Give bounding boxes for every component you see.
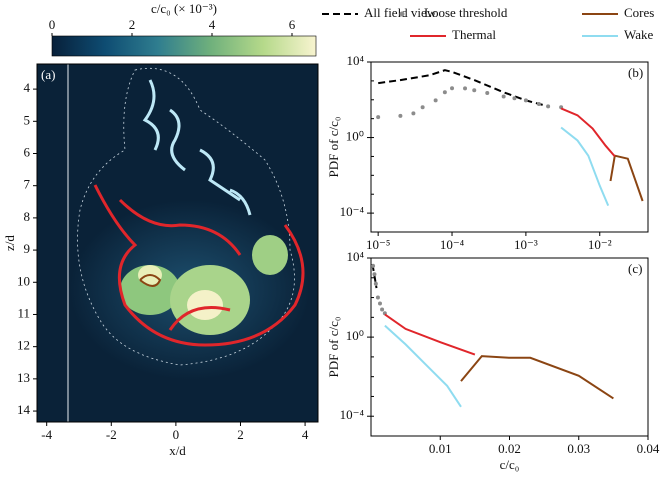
data-line	[460, 355, 614, 400]
y-tick-label: 12	[17, 338, 30, 353]
y-tick-label: 14	[17, 402, 31, 417]
colorbar-tick-label: 2	[129, 17, 136, 32]
data-point	[371, 263, 376, 268]
y-tick-label: 10⁴	[346, 53, 364, 68]
y-axis-label: PDF of c/c₀	[326, 117, 341, 178]
y-axis-label: z/d	[2, 235, 17, 251]
plot-frame	[370, 61, 649, 233]
legend-label: Thermal	[452, 27, 496, 42]
x-tick-label: -4	[41, 427, 52, 442]
data-point	[433, 98, 438, 103]
data-point	[485, 90, 490, 95]
x-tick-label: 10⁻⁴	[440, 237, 465, 252]
x-tick-label: 10⁻²	[588, 237, 612, 252]
x-tick-label: 10⁻⁵	[366, 237, 390, 252]
data-point	[372, 272, 377, 277]
data-point	[420, 105, 425, 110]
data-point	[450, 86, 455, 91]
data-point	[375, 295, 380, 300]
y-tick-label: 10⁰	[346, 328, 364, 343]
x-tick-label: 0.03	[567, 441, 590, 456]
data-point	[546, 104, 551, 109]
data-line	[560, 126, 610, 206]
data-line	[378, 69, 549, 108]
colorbar-tick-label: 0	[49, 17, 56, 32]
colorbar-tick-label: 4	[209, 17, 216, 32]
colorbar-tick-label: 6	[289, 17, 296, 32]
y-tick-label: 10⁻⁴	[340, 407, 365, 422]
data-point	[380, 307, 385, 312]
data-point	[442, 90, 447, 95]
y-tick-label: 7	[24, 177, 31, 192]
y-tick-label: 10	[17, 273, 30, 288]
y-tick-label: 10⁰	[346, 129, 364, 144]
y-tick-label: 8	[24, 209, 31, 224]
plot-frame	[36, 63, 319, 423]
field-image	[37, 64, 318, 422]
legend-swatch	[399, 11, 405, 17]
data-point	[501, 94, 506, 99]
legend-label: Cores	[624, 5, 654, 20]
data-point	[536, 101, 541, 106]
x-tick-label: 0.04	[637, 441, 660, 456]
y-tick-label: 11	[17, 305, 30, 320]
y-tick-label: 10⁻⁴	[340, 204, 365, 219]
y-axis-label: PDF of c/c₀	[326, 317, 341, 378]
panel-label: (c)	[628, 261, 642, 276]
x-tick-label: 4	[302, 427, 309, 442]
data-point	[463, 86, 468, 91]
x-axis-label: c/c₀	[500, 457, 520, 472]
plot-frame	[370, 257, 649, 437]
x-axis-label: x/d	[169, 443, 186, 458]
data-line	[609, 154, 644, 202]
x-tick-label: 0	[173, 427, 180, 442]
data-point	[472, 88, 477, 93]
data-line	[384, 324, 462, 408]
data-point	[378, 301, 383, 306]
y-tick-label: 10⁴	[346, 249, 364, 264]
x-tick-label: 0.01	[429, 441, 452, 456]
x-tick-label: 10⁻³	[514, 237, 538, 252]
y-tick-label: 13	[17, 370, 30, 385]
y-tick-label: 5	[24, 112, 31, 127]
data-point	[512, 96, 517, 101]
panel-label: (b)	[628, 65, 643, 80]
data-point	[411, 111, 416, 116]
y-tick-label: 4	[24, 80, 31, 95]
data-line	[560, 107, 616, 158]
data-point	[373, 281, 378, 286]
data-line	[384, 313, 476, 356]
legend-label: Loose threshold	[424, 5, 508, 20]
colorbar-label: c/c₀ (× 10⁻³)	[151, 1, 217, 16]
y-tick-label: 6	[24, 144, 31, 159]
data-point	[523, 98, 528, 103]
data-point	[398, 113, 403, 118]
data-point	[376, 115, 381, 120]
x-tick-label: 0.02	[498, 441, 521, 456]
y-tick-label: 9	[24, 241, 31, 256]
panel-label: (a)	[41, 67, 55, 82]
x-tick-label: -2	[106, 427, 117, 442]
legend-label: Wake	[624, 27, 653, 42]
x-tick-label: 2	[237, 427, 244, 442]
colorbar	[51, 35, 317, 57]
